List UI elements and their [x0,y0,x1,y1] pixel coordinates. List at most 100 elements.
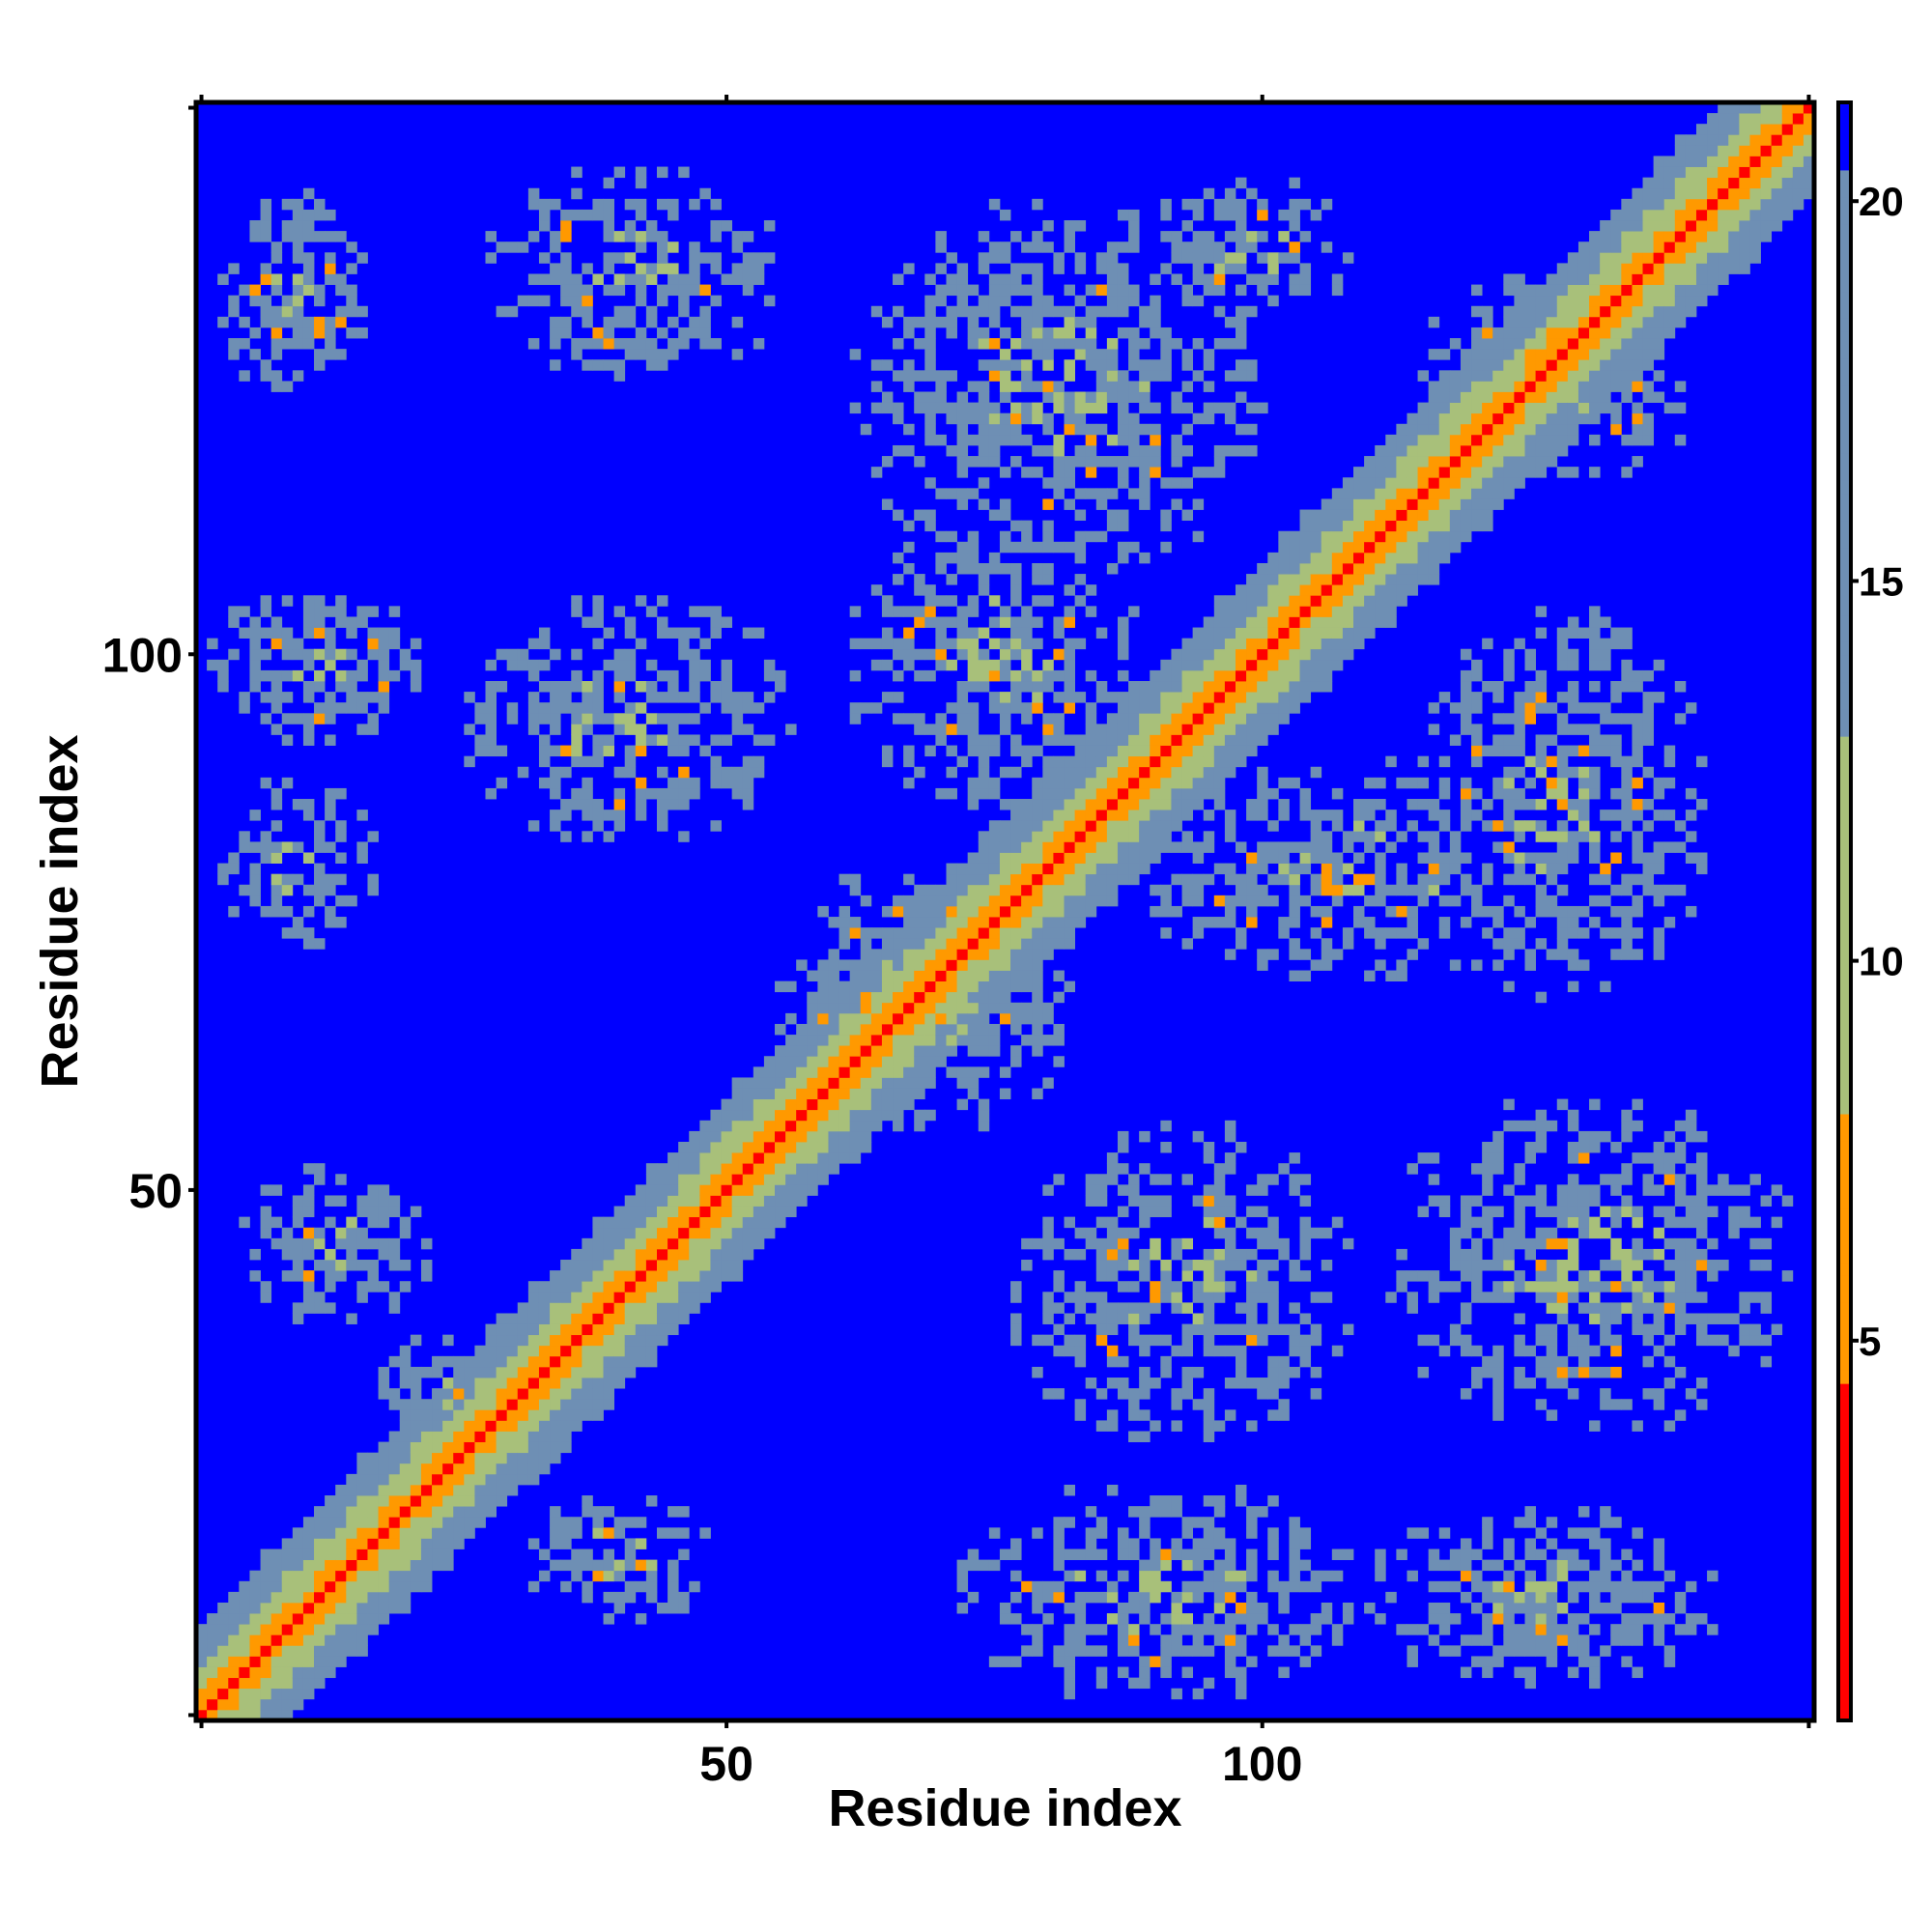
heatmap-cell [1042,349,1054,360]
heatmap-cell [527,1366,540,1378]
heatmap-cell [1106,305,1119,318]
heatmap-cell [742,1141,754,1153]
heatmap-cell [1128,1677,1140,1690]
heatmap-cell [881,1035,894,1046]
heatmap-cell [302,1634,315,1646]
heatmap-cell [1181,349,1194,360]
heatmap-cell [624,1345,637,1357]
heatmap-cell [378,1591,390,1604]
heatmap-cell [281,1248,294,1261]
heatmap-cell [763,1184,776,1196]
heatmap-cell [302,1248,315,1261]
heatmap-cell [988,284,1001,297]
heatmap-cell [356,305,368,318]
heatmap-cell [699,316,711,328]
heatmap-cell [1492,370,1504,382]
heatmap-cell [292,1216,304,1229]
heatmap-cell [1331,787,1344,800]
heatmap-cell [956,402,969,414]
heatmap-cell [1342,488,1354,499]
heatmap-cell [1171,273,1182,285]
heatmap-cell [1449,456,1462,468]
heatmap-cell [1492,787,1504,800]
heatmap-cell [1353,530,1365,543]
heatmap-cell [1482,412,1493,425]
heatmap-cell [1021,905,1033,918]
heatmap-cell [1364,831,1376,842]
heatmap-cell [763,295,776,307]
heatmap-cell [838,1152,851,1164]
heatmap-cell [325,659,336,671]
heatmap-cell [1128,1388,1140,1400]
heatmap-cell [1278,562,1290,575]
heatmap-cell [249,627,261,639]
heatmap-cell [217,273,229,285]
heatmap-cell [635,1334,647,1347]
heatmap-cell [817,1141,829,1153]
heatmap-cell [1203,1313,1215,1324]
heatmap-cell [464,1355,475,1368]
heatmap-cell [1503,1580,1515,1593]
heatmap-cell [1213,456,1226,468]
heatmap-cell [1406,530,1418,543]
heatmap-cell [410,1527,422,1539]
heatmap-cell [1299,1248,1312,1261]
heatmap-cell [881,1045,894,1057]
heatmap-cell [1299,895,1312,907]
heatmap-cell [506,1313,519,1324]
heatmap-cell [302,220,315,232]
heatmap-cell [881,938,894,950]
heatmap-cell [1160,1141,1172,1153]
heatmap-cell [967,745,980,757]
heatmap-cell [270,692,283,703]
heatmap-cell [1095,820,1108,832]
heatmap-cell [1085,488,1097,499]
heatmap-cell [1095,1334,1108,1347]
heatmap-cell [1053,863,1065,875]
heatmap-cell [1128,863,1140,875]
heatmap-cell [1203,917,1215,928]
heatmap-cell [1042,799,1054,810]
heatmap-cell [260,263,272,274]
heatmap-cell [1095,1292,1108,1303]
heatmap-cell [1032,820,1043,832]
heatmap-cell [239,1216,250,1229]
heatmap-cell [946,884,957,896]
heatmap-cell [1085,820,1097,832]
heatmap-cell [668,1270,679,1282]
heatmap-cell [1203,841,1215,853]
heatmap-cell [956,1098,969,1111]
heatmap-cell [1203,1281,1215,1293]
heatmap-cell [1213,895,1226,907]
heatmap-cell [420,1270,433,1282]
heatmap-cell [1074,766,1087,779]
heatmap-cell [1224,734,1236,746]
heatmap-cell [346,702,357,714]
heatmap-cell [668,1559,679,1572]
heatmap-cell [550,1355,561,1368]
heatmap-cell [1106,1237,1119,1250]
heatmap-cell [302,734,315,746]
heatmap-cell [988,509,1001,522]
heatmap-cell [1299,1334,1312,1347]
heatmap-cell [656,1602,668,1614]
heatmap-cell [656,359,668,371]
heatmap-cell [1106,724,1119,735]
heatmap-cell [527,198,540,211]
heatmap-cell [1460,509,1472,522]
heatmap-cell [1406,820,1418,832]
heatmap-cell [914,1120,925,1132]
heatmap-cell [538,1355,551,1368]
heatmap-cell [1417,799,1430,810]
heatmap-cell [1053,1388,1065,1400]
heatmap-cell [325,1527,336,1539]
heatmap-cell [1460,852,1472,864]
heatmap-cell [1438,434,1451,446]
heatmap-cell [1235,444,1247,457]
heatmap-cell [1181,1559,1194,1572]
heatmap-cell [325,638,336,650]
heatmap-cell [1246,669,1258,682]
heatmap-cell [1460,434,1472,446]
heatmap-cell [613,1206,626,1218]
heatmap-cell [1064,777,1075,789]
